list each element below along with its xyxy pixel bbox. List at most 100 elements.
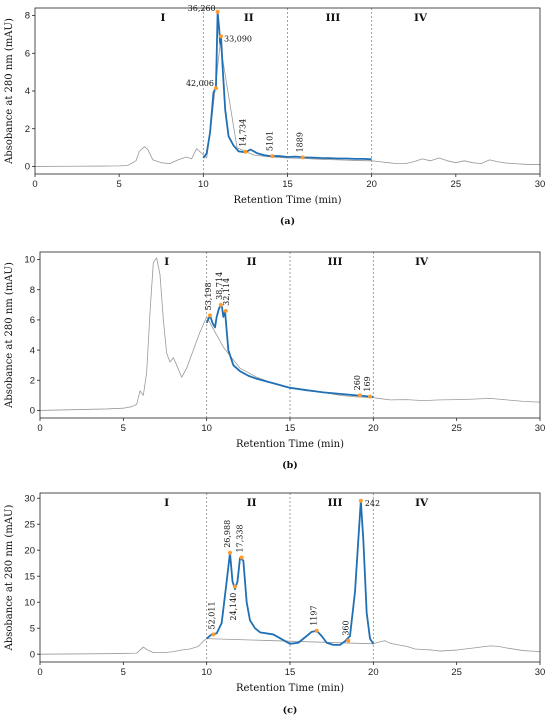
x-tick-label: 0 (37, 423, 42, 434)
x-tick-label: 20 (366, 179, 377, 190)
peak-annotation: 260 (353, 375, 362, 390)
x-tick-label: 0 (32, 179, 37, 190)
figure-caption: (a) (280, 216, 295, 227)
peak-annotation: 52,011 (207, 601, 216, 629)
peak-marker (213, 86, 218, 91)
peak-marker (314, 628, 319, 633)
baseline-trace (39, 257, 541, 411)
peak-annotation: 169 (363, 376, 372, 391)
x-tick-label: 5 (121, 423, 126, 434)
y-tick-label: 0 (30, 406, 35, 417)
peak-marker (215, 9, 220, 14)
highlighted-trace (205, 303, 374, 398)
peak-marker (358, 393, 362, 398)
peak-marker (243, 149, 248, 154)
region-label: II (247, 497, 257, 509)
peak-marker (270, 154, 275, 159)
x-tick-label: 30 (535, 179, 546, 190)
figure-caption: (b) (282, 460, 298, 471)
x-tick-label: 0 (37, 667, 42, 678)
peak-marker (228, 550, 232, 555)
y-tick-label: 0 (25, 162, 30, 173)
region-label: IV (415, 497, 429, 509)
x-axis-label: Retention Time (min) (233, 195, 341, 206)
y-tick-label: 20 (24, 545, 35, 556)
x-axis-label: Retention Time (min) (236, 683, 344, 694)
peak-annotation: 360 (341, 620, 350, 635)
peak-annotation: 1889 (296, 132, 305, 152)
peak-annotation: 38,714 (215, 272, 224, 300)
peak-marker (300, 155, 305, 160)
region-label: IV (415, 256, 429, 268)
peak-annotation: 242 (365, 499, 380, 508)
y-tick-label: 2 (30, 375, 35, 386)
y-tick-label: 0 (30, 649, 35, 660)
peak-marker (211, 632, 216, 637)
y-tick-label: 8 (25, 11, 30, 22)
x-tick-label: 25 (451, 179, 462, 190)
x-tick-label: 30 (535, 667, 546, 678)
region-label: I (160, 12, 165, 24)
peak-marker (223, 308, 228, 313)
peak-annotation: 32,114 (222, 278, 231, 306)
peak-marker (208, 313, 212, 318)
y-axis-label: Absobance at 280 nm (mAU) (4, 505, 15, 652)
y-tick-label: 5 (30, 623, 35, 634)
x-tick-label: 25 (451, 423, 462, 434)
region-label: III (328, 497, 343, 509)
y-tick-label: 6 (25, 48, 30, 59)
x-axis-label: Retention Time (min) (236, 439, 344, 450)
highlighted-trace (206, 499, 375, 646)
peak-annotation: 14,734 (238, 119, 247, 147)
x-tick-label: 20 (368, 667, 379, 678)
peak-marker (239, 555, 244, 560)
y-tick-label: 4 (30, 345, 35, 356)
region-label: I (164, 497, 169, 509)
peak-annotation: 26,988 (223, 520, 232, 548)
region-label: I (164, 256, 169, 268)
peak-annotation: 17,338 (236, 524, 245, 552)
baseline-trace (34, 43, 540, 167)
y-tick-label: 10 (24, 597, 35, 608)
peak-annotation: 53,198 (204, 282, 213, 310)
peak-marker (218, 302, 223, 307)
x-tick-label: 20 (368, 423, 379, 434)
peak-annotation: 33,090 (224, 34, 252, 43)
x-tick-label: 15 (282, 179, 293, 190)
region-label: II (247, 256, 257, 268)
peak-annotation: 42,006 (186, 79, 214, 88)
y-tick-label: 10 (24, 255, 35, 266)
region-label: II (244, 12, 254, 24)
peak-marker (219, 34, 224, 39)
x-tick-label: 5 (121, 667, 126, 678)
y-tick-label: 2 (25, 124, 30, 135)
y-tick-label: 8 (30, 285, 35, 296)
peak-marker (233, 584, 237, 589)
y-tick-label: 25 (24, 519, 35, 530)
region-label: III (326, 12, 341, 24)
peak-annotation: 1197 (310, 605, 319, 625)
peak-marker (368, 394, 372, 399)
x-tick-label: 30 (535, 423, 546, 434)
region-label: IV (414, 12, 428, 24)
x-tick-label: 10 (201, 667, 212, 678)
x-tick-label: 15 (285, 423, 296, 434)
figure-caption: (c) (283, 705, 298, 716)
peak-marker (358, 498, 363, 503)
peak-marker (346, 638, 351, 643)
chart-panel-c: I II III IV52,01126,98824,14017,33811973602… (4, 492, 546, 716)
peak-annotation: 5101 (265, 131, 274, 151)
peak-annotation: 24,140 (229, 593, 238, 621)
y-tick-label: 15 (24, 571, 35, 582)
y-tick-label: 6 (30, 315, 35, 326)
y-axis-label: Absobance at 280 nm (mAU) (4, 262, 15, 409)
y-tick-label: 30 (24, 493, 35, 504)
y-axis-label: Absobance at 280 nm (mAU) (4, 18, 15, 165)
x-tick-label: 10 (201, 423, 212, 434)
x-tick-label: 5 (117, 179, 122, 190)
region-label: III (328, 256, 343, 268)
x-tick-label: 10 (198, 179, 209, 190)
